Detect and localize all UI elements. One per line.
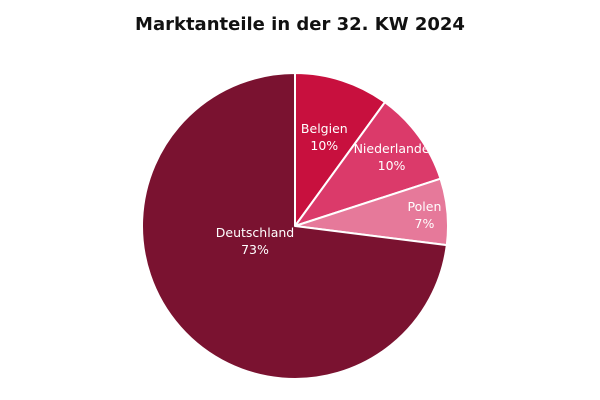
- slice-label-polen: Polen: [408, 199, 442, 214]
- slice-label-niederlande: Niederlande: [354, 141, 430, 156]
- pie-slice-deutschland: [141, 72, 448, 380]
- pie-labels: Belgien 10% Niederlande 10% Polen 7% Deutschla…: [216, 121, 442, 257]
- pie-slice-belgien: [294, 72, 386, 227]
- slice-value-niederlande: 10%: [378, 158, 406, 173]
- pie-slices: [141, 72, 449, 380]
- slice-value-polen: 7%: [415, 216, 435, 231]
- slice-label-belgien: Belgien: [301, 121, 348, 136]
- slice-label-deutschland: Deutschland: [216, 225, 294, 240]
- slice-value-deutschland: 73%: [241, 242, 269, 257]
- pie-slice-niederlande: [294, 101, 442, 227]
- slice-value-belgien: 10%: [310, 138, 338, 153]
- chart-title: Marktanteile in der 32. KW 2024: [135, 14, 465, 35]
